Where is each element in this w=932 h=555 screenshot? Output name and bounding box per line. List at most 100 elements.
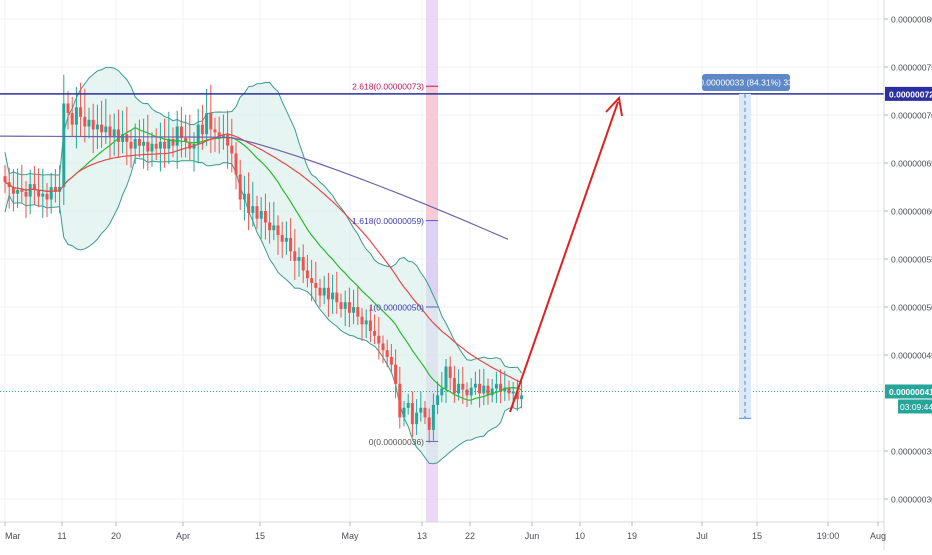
candle-body <box>293 251 297 261</box>
candle-body <box>45 193 49 200</box>
candle-body <box>221 134 225 139</box>
candle-body <box>427 417 431 430</box>
candle-body <box>280 235 284 242</box>
candle-body <box>167 139 171 149</box>
measure-label-box <box>702 74 790 91</box>
candle-body <box>146 141 150 152</box>
countdown-badge <box>898 399 932 414</box>
candle-body <box>373 331 377 336</box>
candle-body <box>74 107 78 125</box>
candle-body <box>133 139 137 149</box>
price-tick-label: 0.00000050 <box>891 303 932 313</box>
candle-body <box>87 119 91 127</box>
candle-body <box>158 141 162 149</box>
price-tick-label: 0.00000080 <box>891 15 932 25</box>
time-tick-label: 19:00 <box>817 531 840 541</box>
candle-body <box>179 126 183 139</box>
bollinger-lower <box>4 157 522 465</box>
time-tick-label: 10 <box>575 531 585 541</box>
candle-body <box>511 391 515 394</box>
candle-body <box>423 407 427 418</box>
candle-body <box>322 287 326 296</box>
candle-body <box>32 184 36 190</box>
current-price-badge <box>885 384 932 399</box>
candle-body <box>436 395 440 405</box>
candle-body <box>381 343 385 351</box>
candle-body <box>343 302 347 309</box>
candle-body <box>457 383 461 394</box>
target-price-label: 0.00000072 <box>889 89 932 99</box>
candle-body <box>91 119 95 130</box>
candle-body <box>276 225 280 235</box>
candle-body <box>398 383 402 418</box>
candle-body <box>503 387 507 392</box>
candle-body <box>121 134 125 142</box>
price-tick-label: 0.00000065 <box>891 159 932 169</box>
candle-body <box>28 184 32 197</box>
candle-body <box>305 270 309 279</box>
candle-body <box>289 237 293 252</box>
candle-body <box>318 287 322 296</box>
time-tick-label: Jul <box>696 531 708 541</box>
price-tick-label: 0.00000055 <box>891 255 932 265</box>
candle-body <box>20 189 24 192</box>
candle-body <box>150 143 154 152</box>
time-tick-label: Aug <box>870 531 886 541</box>
candle-body <box>331 292 335 300</box>
countdown-label: 03:09:44 <box>900 402 932 412</box>
candle-body <box>377 335 381 344</box>
candle-body <box>49 187 53 200</box>
candle-body <box>251 206 255 213</box>
fib-level-label: 1(0.00000050) <box>369 303 424 313</box>
projection-arrow-head <box>605 95 623 117</box>
price-tick-label: 0.00000060 <box>891 207 932 217</box>
candle-body <box>213 129 217 133</box>
candle-body <box>335 292 339 303</box>
candle-body <box>520 395 524 400</box>
bollinger-upper <box>4 66 523 374</box>
candle-body <box>486 385 490 396</box>
measure-label: 0.00000033 (84.31%) 33 <box>699 78 793 88</box>
candle-body <box>196 124 200 144</box>
candle-body <box>41 193 45 197</box>
candle-body <box>175 126 179 146</box>
candle-body <box>352 307 356 313</box>
candle-body <box>3 176 7 183</box>
candle-body <box>431 404 435 430</box>
candle-body <box>66 103 70 114</box>
current-price-label: 0.00000041 <box>889 387 932 397</box>
price-tick-label: 0.00000045 <box>891 351 932 361</box>
candle-body <box>347 302 351 313</box>
candle-body <box>419 407 423 413</box>
candle-body <box>154 143 158 149</box>
candle-body <box>58 187 62 192</box>
candle-body <box>79 107 83 117</box>
candle-body <box>205 113 209 135</box>
candle-body <box>125 134 129 142</box>
candle-body <box>142 141 146 146</box>
candle-body <box>171 139 175 146</box>
candle-body <box>402 407 406 418</box>
ma-purple <box>0 135 509 240</box>
candle-body <box>394 364 398 384</box>
candle-body <box>507 387 511 394</box>
candle-body <box>238 174 242 200</box>
candle-body <box>234 153 238 175</box>
candle-body <box>230 145 234 154</box>
candle-body <box>301 257 305 271</box>
candle-body <box>129 141 133 149</box>
candle-body <box>482 385 486 394</box>
time-tick-label: Mar <box>5 531 21 541</box>
time-tick-label: 22 <box>465 531 475 541</box>
fib-level-label: 1.618(0.00000059) <box>352 216 424 226</box>
candle-body <box>259 211 263 219</box>
time-tick-label: 19 <box>627 531 637 541</box>
price-tick-label: 0.00000035 <box>891 447 932 457</box>
candle-body <box>209 113 213 130</box>
candle-body <box>184 138 188 142</box>
price-tick-label: 0.00000030 <box>891 495 932 505</box>
candle-body <box>100 124 104 133</box>
candle-body <box>11 187 15 194</box>
